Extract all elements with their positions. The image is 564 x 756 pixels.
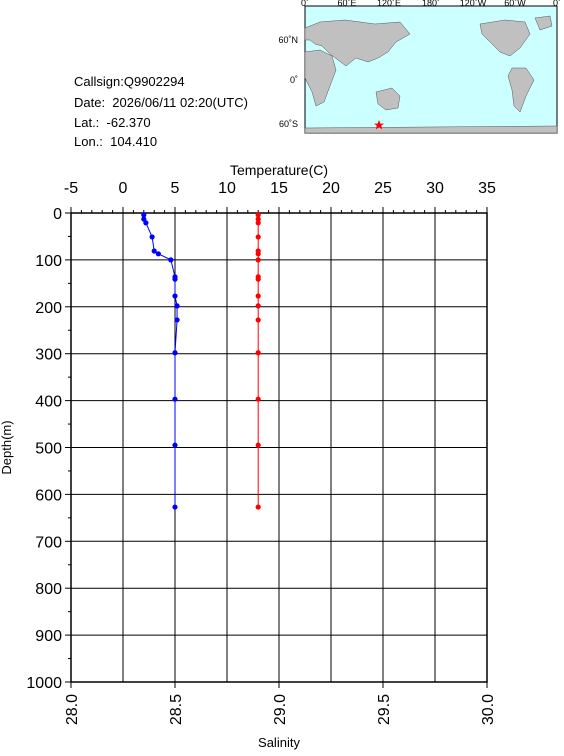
y-tick-label: 300 <box>35 347 62 364</box>
y-tick-label: 100 <box>35 253 62 270</box>
profile-point <box>174 303 180 309</box>
profile-point <box>255 442 261 448</box>
profile-point <box>172 293 178 299</box>
profile-point <box>255 212 261 218</box>
profile-point <box>255 234 261 240</box>
profile-point <box>172 396 178 402</box>
map-lon-label: 180˚ <box>422 0 440 8</box>
profile-point <box>151 248 157 254</box>
x2-tick-label: 29.5 <box>376 694 393 725</box>
callsign: Callsign:Q9902294 <box>74 74 185 89</box>
float-marker <box>374 120 384 130</box>
x-tick-label: 20 <box>322 180 340 197</box>
y-tick-label: 200 <box>35 300 62 317</box>
x-tick-label: 35 <box>478 180 496 197</box>
profile-point <box>149 234 155 240</box>
map-lon-label: 0˚ <box>301 0 309 8</box>
y-tick-label: 0 <box>53 206 62 223</box>
profile-point <box>255 216 261 222</box>
x-tick-label: -5 <box>64 180 78 197</box>
y-tick-label: 500 <box>35 441 62 458</box>
latitude: Lat.: -62.370 <box>74 115 151 130</box>
x-tick-label: 30 <box>426 180 444 197</box>
profile-point <box>168 257 174 263</box>
profile-point <box>255 504 261 510</box>
map-lon-label: 60˚E <box>337 0 356 8</box>
y-tick-label: 900 <box>35 628 62 645</box>
profile-point <box>255 396 261 402</box>
profile-point <box>141 212 147 218</box>
profile-point <box>172 504 178 510</box>
x-tick-label: 0 <box>119 180 128 197</box>
y-tick-label: 700 <box>35 534 62 551</box>
profile-point <box>255 276 261 282</box>
x-tick-label: 25 <box>374 180 392 197</box>
map-lat-label: 60˚S <box>279 119 298 129</box>
profile-point <box>172 442 178 448</box>
profile-point <box>255 350 261 356</box>
map-lon-label: 120˚E <box>377 0 401 8</box>
map-lat-label: 60˚N <box>278 35 298 45</box>
profile-point <box>255 303 261 309</box>
profile-point <box>143 220 149 226</box>
profile-point <box>255 293 261 299</box>
profile-point <box>172 350 178 356</box>
x2-tick-label: 28.0 <box>64 694 81 725</box>
x-tick-label: 5 <box>171 180 180 197</box>
x2-tick-label: 30.0 <box>480 694 497 725</box>
x-tick-label: 10 <box>218 180 236 197</box>
x2-axis-title: Salinity <box>258 735 300 750</box>
map-land <box>304 15 558 134</box>
profile-point <box>174 317 180 323</box>
profile-point <box>255 220 261 226</box>
y-tick-label: 1000 <box>26 675 62 692</box>
map-lon-label: 120˚W <box>460 0 487 8</box>
y-tick-label: 400 <box>35 394 62 411</box>
map-lon-label: 60˚W <box>504 0 526 8</box>
profile-point <box>255 257 261 263</box>
x2-tick-label: 29.0 <box>272 694 289 725</box>
profile-point <box>255 251 261 257</box>
x2-tick-label: 28.5 <box>168 694 185 725</box>
x-axis-title: Temperature(C) <box>230 162 328 178</box>
profile-point <box>255 317 261 323</box>
x-tick-label: 15 <box>270 180 288 197</box>
map-lon-label: 0˚ <box>553 0 561 8</box>
map-lat-label: 0˚ <box>290 75 298 85</box>
profile-point <box>172 276 178 282</box>
longitude: Lon.: 104.410 <box>74 134 157 149</box>
y-tick-label: 800 <box>35 581 62 598</box>
plot-frame <box>70 212 488 683</box>
map: 0˚ 60˚E 120˚E 180˚ 120˚W 60˚W 0˚ 60˚N 0˚… <box>278 0 561 134</box>
y-axis-title: Depth(m) <box>0 420 14 474</box>
profile-point <box>155 251 161 257</box>
y-tick-label: 600 <box>35 487 62 504</box>
date: Date: 2026/06/11 02:20(UTC) <box>74 95 248 110</box>
